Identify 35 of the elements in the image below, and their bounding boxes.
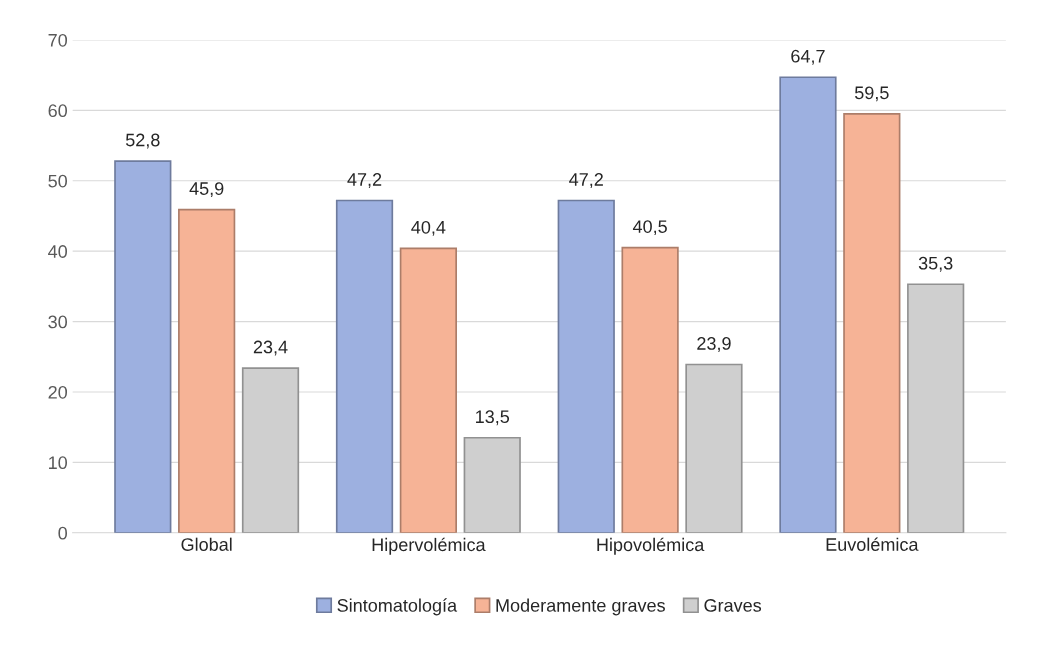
y-tick-label: 40 xyxy=(48,245,68,258)
x-tick-label: Hipervolémica xyxy=(372,537,486,555)
bar xyxy=(779,76,837,533)
y-tick-label: 30 xyxy=(48,315,68,329)
bar xyxy=(178,208,236,533)
y-tick-label: 20 xyxy=(48,385,68,399)
y-tick-label: 10 xyxy=(49,456,68,470)
legend-label: Graves xyxy=(704,599,762,612)
data-label: 35,3 xyxy=(918,256,953,272)
bar xyxy=(557,199,615,533)
y-tick-label: 0 xyxy=(58,526,68,540)
data-label: 40,4 xyxy=(411,220,446,236)
legend-label: Moderamente graves xyxy=(496,598,665,616)
data-label: 64,7 xyxy=(791,49,825,65)
data-label: 13,5 xyxy=(476,410,510,426)
bar xyxy=(843,113,901,533)
data-label: 45,9 xyxy=(189,182,224,198)
data-label: 23,4 xyxy=(253,340,288,356)
x-tick-label: Global xyxy=(181,537,232,551)
bar xyxy=(114,160,172,533)
data-label: 47,2 xyxy=(569,173,603,188)
legend-label: Sintomatología xyxy=(337,598,458,616)
data-label: 47,2 xyxy=(347,173,382,188)
bar xyxy=(335,199,394,533)
bar xyxy=(399,247,458,533)
data-label: 40,5 xyxy=(632,220,667,236)
x-tick-label: Hipovolémica xyxy=(597,537,705,555)
data-label: 59,5 xyxy=(854,86,889,102)
bar xyxy=(621,246,679,533)
x-tick-label: Euvolémica xyxy=(826,537,919,551)
y-tick-label: 70 xyxy=(48,33,68,47)
y-tick-label: 50 xyxy=(48,174,68,188)
data-label: 23,9 xyxy=(697,337,731,352)
data-label: 52,8 xyxy=(125,133,160,149)
y-tick-label: 60 xyxy=(48,104,68,118)
